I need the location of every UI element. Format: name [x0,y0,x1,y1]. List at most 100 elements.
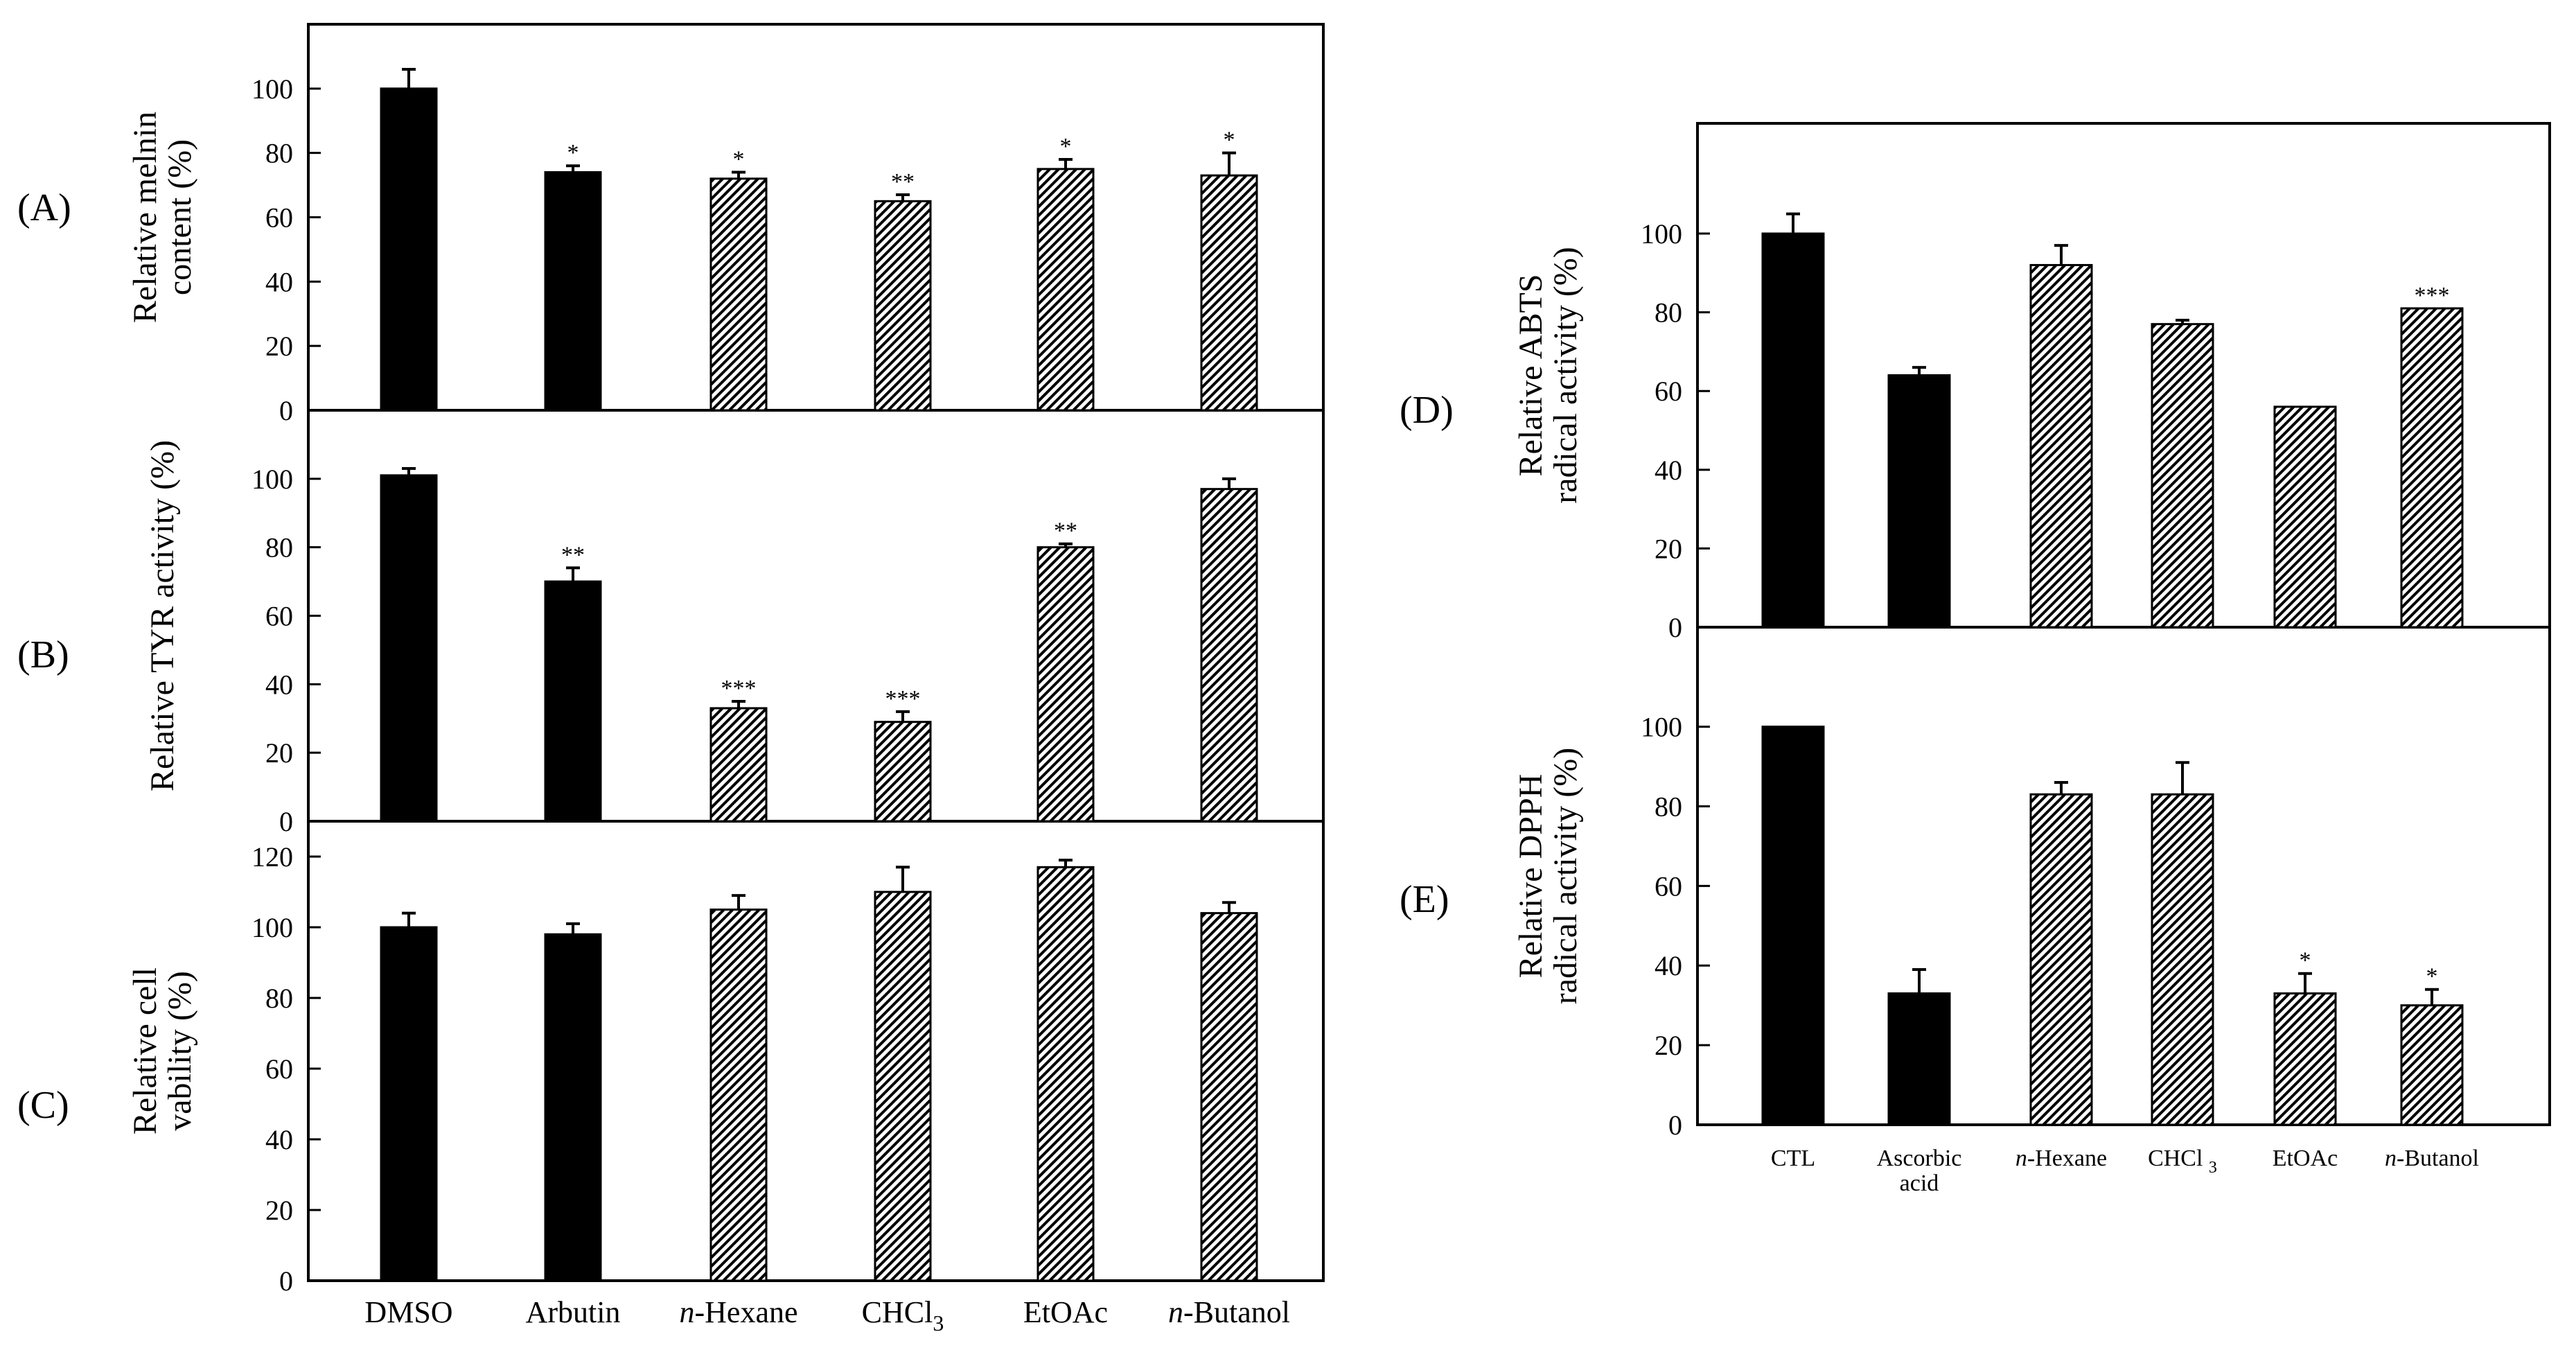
panel-B-significance: ** [561,542,585,568]
panel-D-ytick-label: 40 [1655,455,1682,486]
panel-B-bar [380,474,438,823]
panel-E-label: (E) [1400,878,1449,921]
panel-E-significance: * [2426,964,2438,990]
panel-B-ytick-label: 60 [265,601,293,632]
right-xlabel: n-Hexane [2015,1146,2107,1171]
panel-A-ytick-label: 60 [265,202,293,234]
panel-D-bar [2400,307,2464,629]
panel-B-significance: *** [885,686,921,712]
panel-D-ytick-label: 60 [1655,376,1682,407]
panel-B-label: (B) [17,633,69,676]
panel-A-bar [874,200,932,412]
right-xlabel: n-Butanol [2385,1146,2479,1171]
panel-A-label: (A) [17,186,71,229]
panel-B-bar [874,721,932,823]
panel-A-significance: * [1224,128,1235,153]
panel-B-bar [1036,546,1095,823]
panel-B-ylabel-line: Relative TYR activity (%) [144,440,181,791]
panel-A-bar [709,177,768,412]
panel-E-ylabel-line: radical activity (%) [1547,748,1584,1004]
panel-B-ytick-label: 0 [279,806,293,837]
panel-A-bar [1036,168,1095,412]
panel-B-ytick-label: 40 [265,669,293,700]
panel-A-bar [1200,174,1258,412]
panel-D-bar [2273,405,2337,629]
panel-A-significance: * [1060,134,1072,159]
panel-E-ytick-label: 80 [1655,791,1682,822]
panel-D-bar [2029,263,2093,629]
panel-E-ytick-label: 100 [1641,712,1682,743]
panel-C-bar [544,933,602,1282]
panel-B-ytick-label: 20 [265,737,293,769]
left-xlabel: n-Hexane [679,1295,797,1329]
left-xlabel: EtOAc [1023,1295,1108,1329]
panel-D-bar [2151,323,2214,629]
panel-D-significance: *** [2415,283,2450,308]
panel-A-ytick-label: 100 [252,73,293,105]
panel-C-ytick-label: 60 [265,1053,293,1085]
panel-C-ytick-label: 40 [265,1124,293,1155]
panel-A-ytick-label: 0 [279,395,293,426]
panel-D-ylabel-line: Relative ABTS [1512,274,1549,477]
left-xlabel: n-Butanol [1168,1295,1290,1329]
panel-C-bar [1200,912,1258,1282]
panel-C-ytick-label: 20 [265,1195,293,1226]
right-xlabel: acid [1900,1171,1939,1196]
panel-B-significance: *** [721,676,757,701]
panel-C-ytick-label: 0 [279,1265,293,1297]
panel-C-bar [874,891,932,1282]
right-xlabel: CTL [1771,1146,1815,1171]
panel-D-ytick-label: 80 [1655,297,1682,328]
panel-D-label: (D) [1400,389,1454,432]
panel-A-significance: * [567,140,579,166]
panel-C-bar [709,909,768,1282]
panel-B-ytick-label: 80 [265,532,293,563]
panel-A-ytick-label: 80 [265,138,293,169]
panel-C-label: (C) [17,1084,69,1127]
panel-E-ytick-label: 40 [1655,950,1682,981]
panel-C-ylabel-line: Relative cell [127,967,164,1134]
right-xlabel: CHCl 3 [2148,1146,2217,1177]
panel-B-significance: ** [1054,518,1077,544]
right-xlabel: EtOAc [2273,1146,2338,1171]
panel-B-bar [1200,488,1258,823]
panel-A-ylabel-line: content (%) [161,139,198,295]
panel-C-ytick-label: 80 [265,983,293,1014]
panel-E-bar [1887,992,1951,1126]
panel-A-bar [544,171,602,412]
left-xlabel: DMSO [364,1295,452,1329]
panel-B-bar [709,707,768,823]
panel-D-ylabel-line: radical activity (%) [1547,247,1584,503]
panel-A-ytick-label: 40 [265,266,293,297]
panel-E-ytick-label: 0 [1668,1110,1682,1141]
panel-B-bar [544,580,602,823]
panel-D-bar [1887,374,1951,629]
panel-B-ylabel: Relative TYR activity (%) [144,440,181,791]
panel-A-significance: * [733,147,745,173]
panel-C-ytick-label: 120 [252,841,293,873]
panel-E-bar [2029,793,2093,1126]
panel-A-ylabel-line: Relative melnin [127,112,164,323]
left-xlabel: Arbutin [526,1295,621,1329]
panel-A-bar [380,87,438,412]
panel-D-ytick-label: 20 [1655,533,1682,564]
panel-C-ylabel-line: vability (%) [161,971,198,1131]
panel-E-significance: * [2300,948,2311,974]
panel-C-ytick-label: 100 [252,912,293,943]
panel-E-bar [1761,726,1825,1126]
panel-D-ytick-label: 100 [1641,218,1682,249]
panel-E-ylabel-line: Relative DPPH [1512,774,1549,979]
panel-E-ytick-label: 60 [1655,870,1682,902]
panel-C-bar [380,926,438,1282]
left-figure-frame [307,23,1325,1282]
panel-A-significance: ** [891,169,915,195]
panel-D-bar [1761,232,1825,629]
left-xlabel: CHCl3 [862,1295,944,1335]
panel-A-ytick-label: 20 [265,331,293,362]
panel-E-bar [2400,1004,2464,1126]
